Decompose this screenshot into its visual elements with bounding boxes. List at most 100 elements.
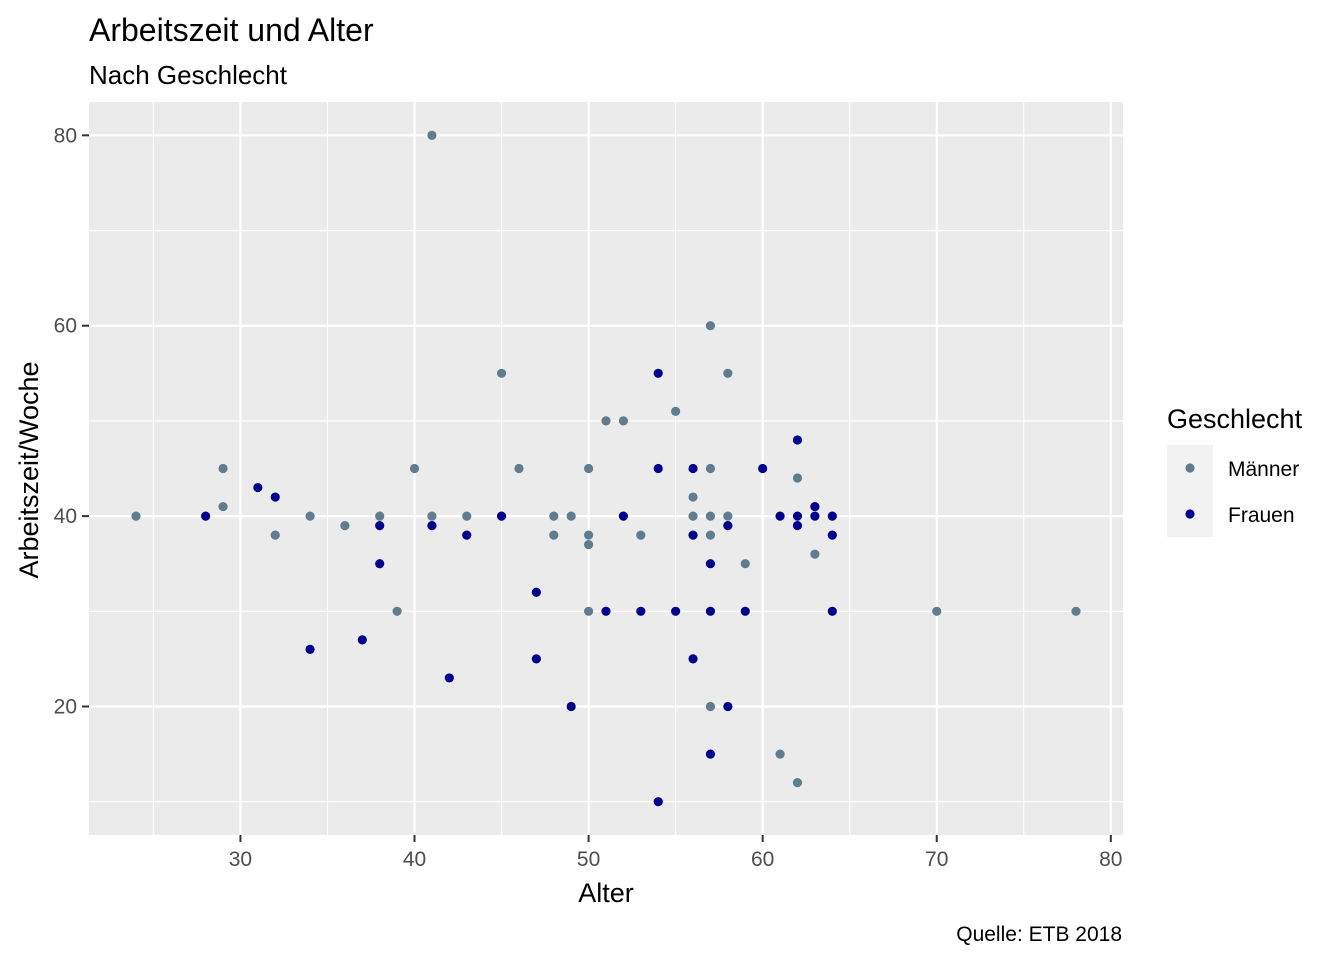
point-frauen <box>688 463 698 474</box>
point-maenner <box>409 463 420 474</box>
y-tick-label: 20 <box>54 695 77 718</box>
point-maenner <box>549 530 559 540</box>
point-frauen <box>375 559 385 569</box>
point-maenner <box>636 530 646 540</box>
point-frauen <box>705 606 716 616</box>
x-tick-label: 80 <box>1099 848 1122 871</box>
point-maenner <box>462 511 472 521</box>
point-maenner <box>427 511 437 521</box>
point-frauen <box>792 511 803 521</box>
point-frauen <box>688 654 698 664</box>
legend-key-frauen <box>1185 509 1195 519</box>
point-maenner <box>218 501 228 512</box>
point-maenner <box>270 530 280 540</box>
point-maenner <box>566 511 576 521</box>
point-frauen <box>758 463 768 474</box>
point-maenner <box>740 559 750 569</box>
point-maenner <box>218 463 228 474</box>
point-maenner <box>688 492 698 502</box>
point-maenner <box>1071 606 1081 616</box>
point-frauen <box>462 530 472 540</box>
point-frauen <box>792 435 803 445</box>
point-maenner <box>705 530 716 540</box>
point-frauen <box>792 521 803 531</box>
point-frauen <box>444 673 454 683</box>
point-frauen <box>653 797 663 807</box>
point-maenner <box>775 749 785 759</box>
x-tick-label: 30 <box>229 848 252 871</box>
point-frauen <box>827 511 837 521</box>
x-tick-label: 70 <box>925 848 948 871</box>
y-tick-label: 80 <box>54 124 77 147</box>
point-frauen <box>653 463 663 474</box>
x-tick-label: 40 <box>403 848 426 871</box>
point-maenner <box>375 511 385 521</box>
point-frauen <box>618 511 629 521</box>
point-frauen <box>270 492 280 502</box>
plot-panel <box>89 102 1123 835</box>
x-axis: 30 40 50 60 70 80 <box>229 835 1122 871</box>
point-maenner <box>601 416 611 426</box>
point-frauen <box>827 606 837 616</box>
point-maenner <box>583 463 594 474</box>
point-frauen <box>253 482 263 493</box>
point-maenner <box>305 511 315 521</box>
point-maenner <box>583 540 594 550</box>
point-maenner <box>618 416 629 426</box>
point-maenner <box>514 463 524 474</box>
x-axis-title: Alter <box>578 878 634 908</box>
point-frauen <box>671 606 681 616</box>
point-maenner <box>705 321 716 331</box>
point-maenner <box>705 701 716 712</box>
data-points <box>131 130 1081 807</box>
x-tick-label: 60 <box>751 848 774 871</box>
point-maenner <box>131 511 141 521</box>
point-frauen <box>723 521 733 531</box>
point-maenner <box>688 511 698 521</box>
point-frauen <box>531 587 541 597</box>
point-frauen <box>636 606 646 616</box>
point-maenner <box>583 530 594 540</box>
point-maenner <box>705 511 716 521</box>
point-maenner <box>549 511 559 521</box>
chart-caption: Quelle: ETB 2018 <box>956 923 1122 946</box>
y-axis: 20 40 60 80 <box>54 124 89 718</box>
point-frauen <box>827 530 837 540</box>
point-maenner <box>340 521 350 531</box>
point-frauen <box>201 511 211 521</box>
point-maenner <box>671 406 681 416</box>
point-maenner <box>792 473 803 483</box>
x-tick-label: 50 <box>577 848 600 871</box>
point-frauen <box>496 511 507 521</box>
point-maenner <box>392 606 402 616</box>
point-frauen <box>723 701 733 712</box>
legend-label-maenner: Männer <box>1228 458 1299 481</box>
point-maenner <box>723 511 733 521</box>
point-frauen <box>810 501 820 512</box>
legend-label-frauen: Frauen <box>1228 504 1295 527</box>
point-frauen <box>775 511 785 521</box>
chart-title: Arbeitszeit und Alter <box>89 12 374 48</box>
legend-key-maenner <box>1185 463 1195 473</box>
point-frauen <box>357 635 367 645</box>
point-maenner <box>583 606 594 616</box>
point-frauen <box>705 559 716 569</box>
point-frauen <box>566 701 576 712</box>
point-frauen <box>375 521 385 531</box>
point-frauen <box>705 749 716 759</box>
point-frauen <box>740 606 750 616</box>
y-tick-label: 60 <box>54 315 77 338</box>
point-maenner <box>427 130 437 140</box>
point-frauen <box>601 606 611 616</box>
point-frauen <box>653 368 663 378</box>
point-maenner <box>723 368 733 378</box>
y-axis-title: Arbeitszeit/Woche <box>14 361 44 578</box>
point-frauen <box>305 644 315 654</box>
chart-subtitle: Nach Geschlecht <box>89 60 288 90</box>
legend: Geschlecht Männer Frauen <box>1167 404 1303 537</box>
point-frauen <box>531 654 541 664</box>
point-maenner <box>792 778 803 788</box>
point-frauen <box>810 511 820 521</box>
point-maenner <box>496 368 507 378</box>
